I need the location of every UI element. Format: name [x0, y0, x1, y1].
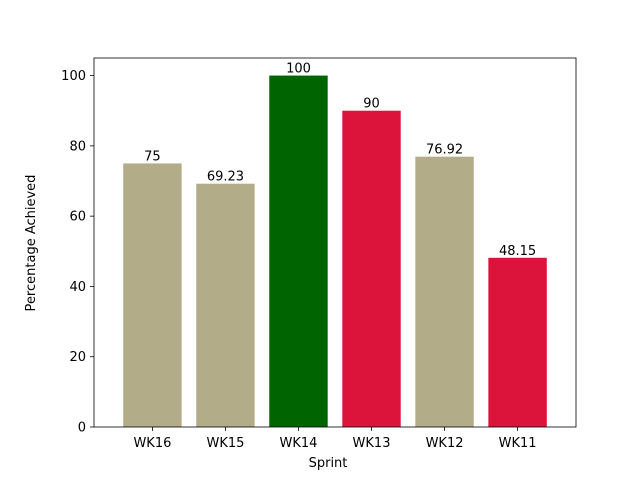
y-tick-label: 80 — [69, 139, 86, 154]
x-axis-title: Sprint — [309, 456, 348, 471]
x-tick-label: WK15 — [206, 436, 244, 451]
bars-layer — [123, 75, 547, 428]
y-tick-label: 60 — [69, 210, 86, 225]
bar-value-label: 48.15 — [499, 244, 536, 259]
x-tick-label: WK11 — [499, 436, 537, 451]
bar-labels-layer: 75 69.23 100 90 76.92 48.15 — [144, 62, 536, 259]
bar-wk15 — [196, 183, 255, 427]
y-tick-label: 100 — [61, 69, 86, 84]
bar-wk12 — [415, 156, 474, 427]
x-tick-label: WK16 — [133, 436, 171, 451]
bar-wk16 — [123, 163, 182, 427]
y-tick-label: 40 — [69, 280, 86, 295]
bar-value-label: 75 — [144, 149, 161, 164]
plot-frame — [93, 57, 577, 428]
bar-wk13 — [342, 110, 401, 428]
axes-layer: WK16 WK15 WK14 WK13 WK12 WK11 0 20 40 60 80 100 — [61, 57, 577, 451]
x-tick-label: WK14 — [280, 436, 318, 451]
bar-value-label: 76.92 — [426, 143, 463, 158]
bar-value-label: 69.23 — [207, 170, 244, 185]
y-tick-label: 20 — [69, 350, 86, 365]
x-tick-label: WK12 — [426, 436, 464, 451]
y-axis-title: Percentage Achieved — [24, 175, 39, 312]
x-tick-label: WK13 — [353, 436, 391, 451]
bar-value-label: 90 — [363, 97, 380, 112]
bar-value-label: 100 — [286, 62, 311, 77]
bar-wk14 — [269, 75, 328, 427]
bar-wk11 — [488, 257, 547, 427]
y-tick-label: 0 — [78, 421, 86, 436]
